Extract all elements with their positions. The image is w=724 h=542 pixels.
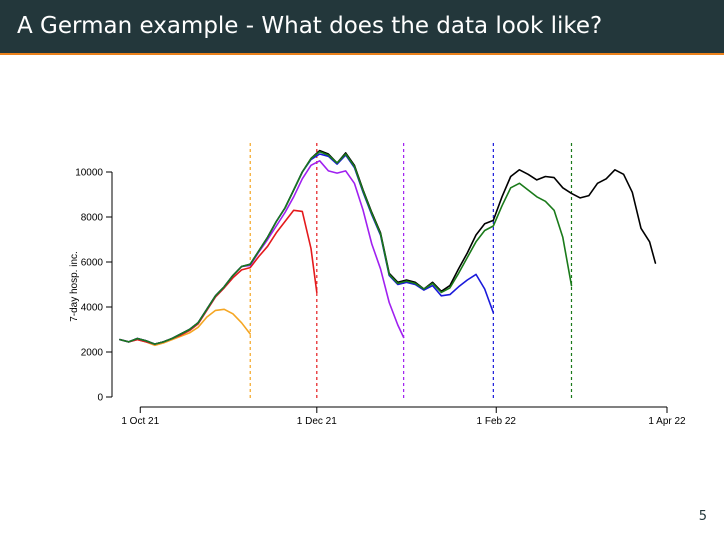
y-tick-label-4: 8000 [81,213,104,224]
page-number: 5 [698,509,707,524]
title-accent-rule [0,53,724,55]
y-tick-label-1: 2000 [81,348,104,359]
series-line-5 [119,150,573,345]
slide-header: A German example - What does the data lo… [0,0,724,53]
x-tick-label-0: 1 Oct 21 [121,416,159,427]
y-tick-label-5: 10000 [75,168,103,179]
slide-title: A German example - What does the data lo… [17,13,603,39]
x-tick-label-2: 1 Feb 22 [477,416,517,427]
y-tick-label-0: 0 [97,393,103,404]
y-tick-label-2: 4000 [81,303,104,314]
y-tick-label-3: 6000 [81,258,104,269]
y-axis-title: 7-day hosp. inc. [69,251,80,322]
series-line-0 [119,149,657,345]
series-line-4 [119,153,495,345]
x-tick-label-3: 1 Apr 22 [648,416,686,427]
series-line-2 [119,209,318,345]
x-tick-label-1: 1 Dec 21 [297,416,337,427]
